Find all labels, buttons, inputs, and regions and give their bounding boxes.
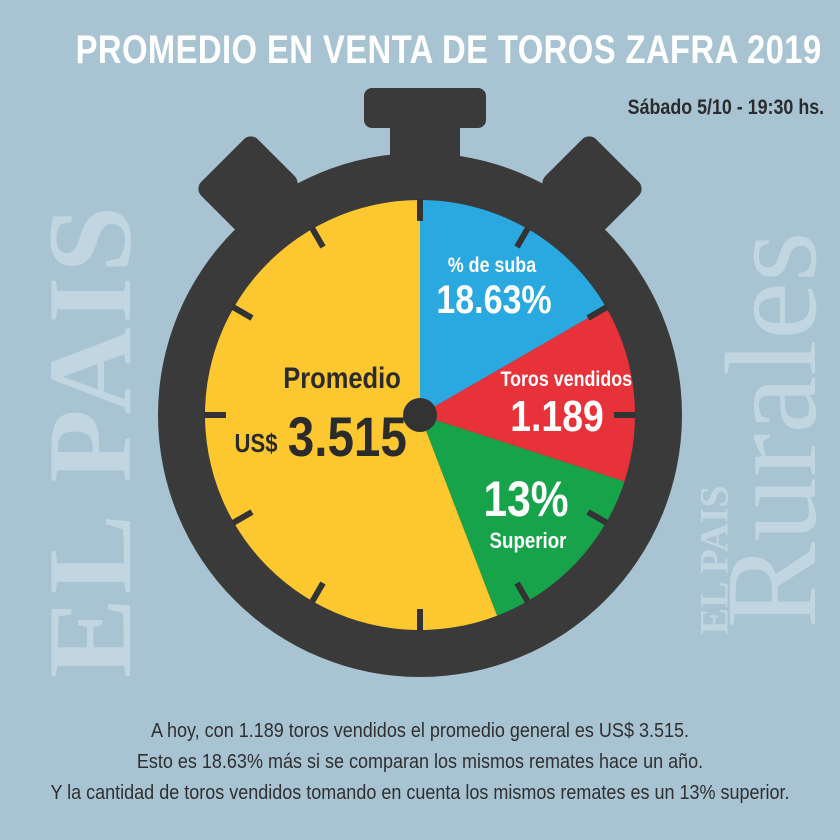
dial-tick — [586, 509, 609, 526]
promedio-currency: US$ — [234, 428, 278, 458]
dial-ticks — [204, 199, 636, 631]
dial-tick — [231, 509, 254, 526]
stopwatch-crown — [364, 88, 486, 128]
vendidos-label: Toros vendidos — [500, 368, 633, 391]
dial-tick — [514, 226, 531, 249]
dial-tick — [231, 304, 254, 321]
dial-center-pin — [403, 398, 437, 432]
pie-segment-superior — [420, 415, 625, 616]
superior-value: 13% — [483, 471, 569, 527]
footer-line-1: A hoy, con 1.189 toros vendidos el prome… — [150, 720, 690, 742]
vendidos-value: 1.189 — [510, 392, 604, 441]
dial-tick — [586, 304, 609, 321]
pie-segments — [204, 200, 635, 630]
dial-tick — [309, 226, 326, 249]
dial-tick — [309, 581, 326, 604]
dial-tick — [514, 581, 531, 604]
page-title: PROMEDIO EN VENTA DE TOROS ZAFRA 2019 — [75, 28, 822, 72]
footer-line-2: Esto es 18.63% más si se comparan los mi… — [136, 751, 704, 773]
footer-text: A hoy, con 1.189 toros vendidos el prome… — [0, 716, 840, 809]
promedio-label: Promedio — [283, 362, 401, 395]
suba-label: % de suba — [447, 254, 537, 277]
superior-label: Superior — [489, 528, 567, 553]
suba-value: 18.63% — [436, 278, 552, 322]
pie-segment-suba — [420, 200, 607, 415]
footer-line-3: Y la cantidad de toros vendidos tomando … — [50, 782, 790, 804]
event-date: Sábado 5/10 - 19:30 hs. — [627, 96, 824, 119]
pie-segment-promedio — [204, 200, 498, 630]
pie-segment-vendidos — [420, 307, 635, 482]
promedio-value: 3.515 — [287, 405, 407, 468]
